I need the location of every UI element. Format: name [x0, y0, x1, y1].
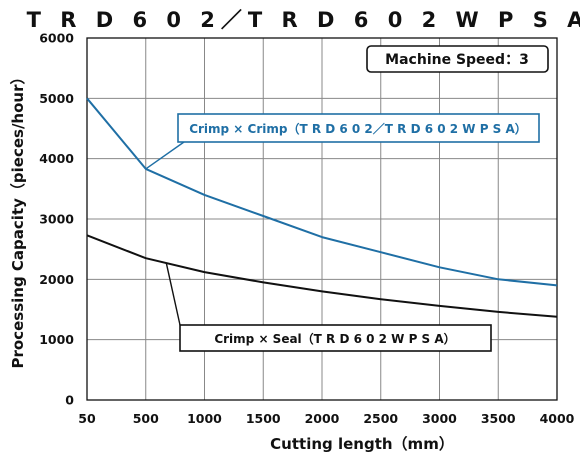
x-tick-label: 2500	[363, 411, 398, 426]
x-tick-label: 4000	[540, 411, 575, 426]
crimp-seal-legend: Crimp × Seal（T R D 6 0 2 W P S A）	[179, 324, 492, 352]
x-axis-label: Cutting length（mm）	[270, 435, 454, 453]
chart-title: T R D 6 0 2／T R D 6 0 2 W P S A	[27, 8, 580, 32]
x-tick-label: 500	[133, 411, 159, 426]
machine-speed-label: Machine Speed：3	[385, 52, 529, 68]
y-tick-label: 3000	[39, 212, 74, 227]
crimp-crimp-line	[86, 97, 558, 287]
y-tick-label: 5000	[39, 91, 74, 106]
y-tick-label: 6000	[39, 31, 74, 46]
series-lines	[86, 97, 558, 318]
crimp-seal-leader	[165, 262, 181, 326]
y-tick-label: 0	[65, 393, 74, 408]
plot-frame	[86, 37, 558, 401]
crimp-seal-line	[86, 234, 558, 318]
machine-speed-box: Machine Speed：3	[366, 45, 549, 73]
y-tick-label: 1000	[39, 332, 74, 347]
crimp-crimp-leader	[145, 141, 185, 170]
x-tick-label: 1500	[246, 411, 281, 426]
y-axis-label: Processing Capacity（pieces/hour）	[9, 70, 27, 369]
crimp-seal-label: Crimp × Seal（T R D 6 0 2 W P S A）	[214, 331, 455, 346]
x-tick-label: 1000	[187, 411, 222, 426]
x-tick-label: 50	[78, 411, 96, 426]
x-tick-label: 2000	[305, 411, 340, 426]
x-tick-label: 3500	[481, 411, 516, 426]
x-tick-label: 3000	[422, 411, 457, 426]
y-tick-label: 4000	[39, 151, 74, 166]
x-tick-labels: 50 500 1000 1500 2000 2500 3000 3500 4000	[78, 411, 574, 426]
crimp-crimp-legend: Crimp × Crimp（T R D 6 0 2／T R D 6 0 2 W …	[177, 113, 540, 143]
crimp-crimp-label: Crimp × Crimp（T R D 6 0 2／T R D 6 0 2 W …	[189, 121, 527, 136]
y-tick-label: 2000	[39, 272, 74, 287]
y-tick-labels: 0 1000 2000 3000 4000 5000 6000	[39, 31, 74, 408]
